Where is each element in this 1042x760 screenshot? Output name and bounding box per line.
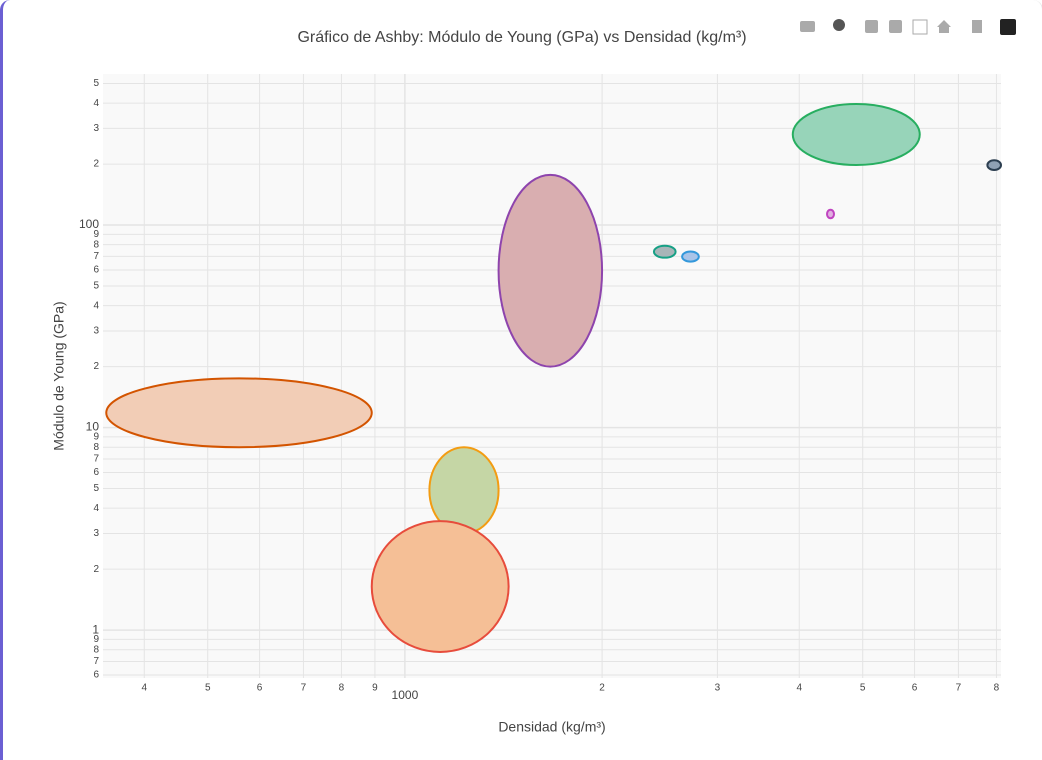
x-tick-label: 4 [796, 683, 802, 694]
y-tick-label: 100 [79, 217, 99, 231]
y-axis-title: Módulo de Young (GPa) [51, 301, 67, 450]
x-tick-label: 4 [141, 683, 147, 694]
x-tick-label: 1000 [392, 688, 419, 702]
y-tick-label: 1 [92, 622, 99, 636]
y-tick-label: 7 [93, 251, 99, 262]
x-tick-label: 8 [994, 683, 1000, 694]
y-tick-label: 6 [93, 265, 99, 276]
y-tick-label: 6 [93, 670, 99, 681]
y-tick-label: 4 [93, 98, 99, 109]
zoom-icon[interactable] [833, 19, 845, 31]
zoom-in-icon[interactable] [865, 20, 878, 33]
y-tick-label: 5 [93, 78, 99, 89]
y-tick-label: 8 [93, 644, 99, 655]
home-icon[interactable] [937, 20, 951, 33]
y-tick-label: 7 [93, 656, 99, 667]
x-tick-label: 8 [339, 683, 345, 694]
material-bubble [105, 377, 373, 449]
y-tick-label: 10 [86, 420, 100, 434]
y-tick-label: 4 [93, 503, 99, 514]
x-tick-label: 6 [912, 683, 918, 694]
chart-title: Gráfico de Ashby: Módulo de Young (GPa) … [297, 29, 746, 46]
x-tick-label: 5 [205, 683, 211, 694]
x-tick-label: 3 [715, 683, 721, 694]
y-tick-label: 8 [93, 239, 99, 250]
y-tick-label: 8 [93, 442, 99, 453]
material-bubble [497, 173, 604, 368]
material-bubble [791, 103, 921, 166]
y-tick-label: 5 [93, 483, 99, 494]
y-tick-label: 2 [93, 564, 99, 575]
x-tick-label: 9 [372, 683, 378, 694]
x-tick-label: 7 [301, 683, 307, 694]
y-tick-label: 4 [93, 300, 99, 311]
material-bubble [826, 208, 836, 220]
x-axis-title: Densidad (kg/m³) [498, 719, 605, 735]
marks [105, 103, 1003, 653]
y-tick-label: 9 [93, 229, 99, 240]
y-tick-label: 2 [93, 361, 99, 372]
x-tick-label: 5 [860, 683, 866, 694]
zoom-out-icon[interactable] [889, 20, 902, 33]
y-tick-label: 6 [93, 467, 99, 478]
hover-icon[interactable] [972, 20, 982, 33]
y-tick-label: 5 [93, 281, 99, 292]
autoscale-icon[interactable] [912, 19, 928, 35]
x-tick-label: 7 [956, 683, 962, 694]
y-tick-label: 2 [93, 159, 99, 170]
x-tick-label: 2 [599, 683, 605, 694]
y-tick-label: 7 [93, 454, 99, 465]
y-tick-label: 3 [93, 326, 99, 337]
camera-icon[interactable] [800, 21, 815, 32]
y-tick-label: 9 [93, 634, 99, 645]
material-bubble [652, 244, 677, 259]
material-bubble [370, 520, 510, 653]
toolbar [800, 19, 1016, 35]
material-bubble [681, 250, 700, 263]
y-tick-label: 9 [93, 431, 99, 442]
y-tick-label: 3 [93, 528, 99, 539]
material-bubble [986, 159, 1003, 171]
x-tick-label: 6 [257, 683, 263, 694]
y-tick-label: 3 [93, 123, 99, 134]
plotly-logo[interactable] [1000, 19, 1016, 35]
